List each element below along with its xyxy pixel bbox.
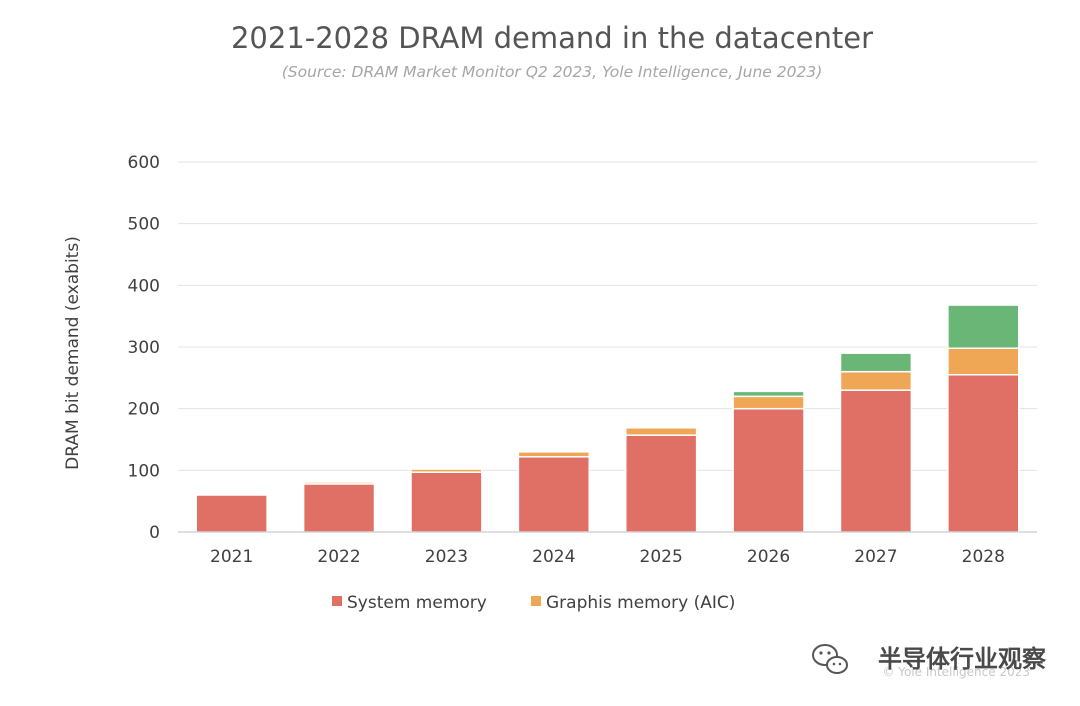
y-tick-label: 400 bbox=[128, 276, 160, 296]
x-tick-label: 2021 bbox=[210, 547, 253, 567]
chart-subtitle: (Source: DRAM Market Monitor Q2 2023, Yo… bbox=[282, 63, 823, 81]
bar-green-segment-2026 bbox=[732, 390, 805, 398]
bar-system-memory-2028 bbox=[947, 374, 1020, 533]
bar-system-memory-2022 bbox=[302, 483, 376, 533]
x-tick-label: 2023 bbox=[425, 547, 468, 567]
y-tick-label: 500 bbox=[128, 215, 160, 235]
wechat-icon bbox=[812, 644, 848, 674]
bar-system-memory-2024 bbox=[517, 456, 590, 533]
x-tick-label: 2025 bbox=[640, 547, 683, 567]
copyright-text: © Yole Intelligence 2023 bbox=[882, 665, 1030, 679]
y-tick-label: 0 bbox=[149, 523, 160, 543]
y-axis-label: DRAM bit demand (exabits) bbox=[63, 236, 83, 470]
bar-system-memory-2027 bbox=[839, 389, 913, 533]
bar-graphics-memory-2024 bbox=[517, 451, 590, 458]
x-axis-ticks: 2021 2022 2023 2024 2025 2026 2027 2028 bbox=[210, 547, 1005, 567]
y-tick-label: 300 bbox=[128, 338, 160, 358]
bar-green-segment-2028 bbox=[947, 304, 1020, 349]
bar-system-memory-2023 bbox=[410, 471, 483, 533]
x-tick-label: 2028 bbox=[962, 547, 1005, 567]
y-tick-label: 600 bbox=[128, 153, 160, 173]
x-tick-label: 2026 bbox=[747, 547, 790, 567]
bar-graphics-memory-2027 bbox=[839, 370, 913, 391]
bar-graphics-memory-2025 bbox=[625, 427, 698, 436]
x-tick-label: 2022 bbox=[317, 547, 360, 567]
legend-swatch-graphics-memory bbox=[531, 596, 541, 606]
bar-system-memory-2025 bbox=[625, 434, 698, 533]
bar-graphics-memory-2022 bbox=[302, 481, 376, 485]
legend-swatch-system-memory bbox=[332, 596, 342, 606]
x-tick-label: 2027 bbox=[854, 547, 897, 567]
bar-system-memory-2026 bbox=[732, 407, 805, 533]
legend-label-graphics-memory: Graphis memory (AIC) bbox=[546, 593, 735, 613]
bar-graphics-memory-2026 bbox=[732, 395, 805, 410]
x-tick-label: 2024 bbox=[532, 547, 575, 567]
watermark-text: 半导体行业观察 bbox=[878, 645, 1047, 673]
bar-green-segment-2027 bbox=[839, 352, 913, 373]
watermark: © Yole Intelligence 2023 半导体行业观察 bbox=[812, 644, 1047, 679]
legend-label-system-memory: System memory bbox=[347, 593, 487, 613]
y-tick-label: 100 bbox=[128, 461, 160, 481]
bar-graphics-memory-2028 bbox=[947, 347, 1020, 376]
bar-graphics-memory-2023 bbox=[410, 468, 483, 473]
bars bbox=[195, 304, 1020, 533]
chart-title: 2021-2028 DRAM demand in the datacenter bbox=[231, 21, 873, 55]
y-tick-label: 200 bbox=[128, 400, 160, 420]
y-axis-ticks: 0 100 200 300 400 500 600 bbox=[128, 153, 160, 543]
bar-system-memory-2021 bbox=[195, 494, 268, 533]
legend: System memory Graphis memory (AIC) bbox=[332, 593, 735, 613]
